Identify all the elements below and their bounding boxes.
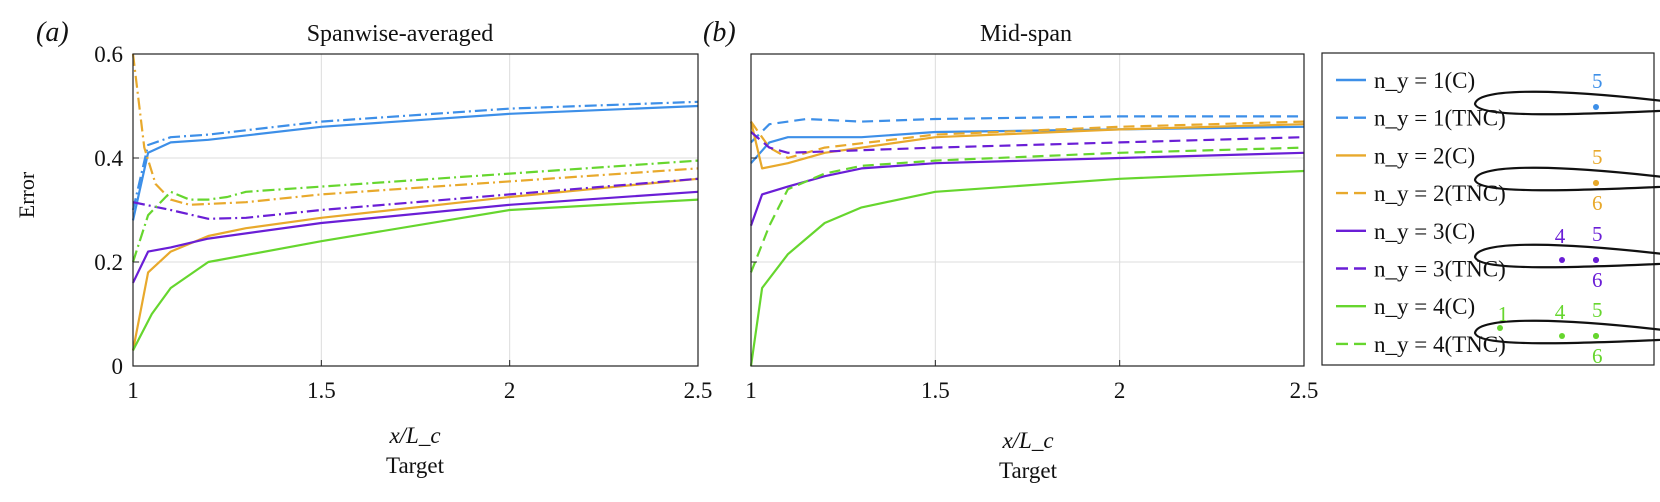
panel-a-series-1 [131, 104, 699, 221]
panel-b-frame [750, 53, 1305, 367]
panel-a-series-7 [132, 198, 699, 351]
sensor-marker [1559, 333, 1565, 339]
panel-a-xtick-label: 1.5 [307, 378, 336, 403]
panel-b-series-5 [749, 151, 1305, 226]
legend-box [1321, 52, 1655, 366]
panel-a-series-3 [131, 177, 699, 351]
panel-a-series-6 [132, 177, 699, 220]
sensor-marker [1593, 180, 1599, 186]
panel-a-ytick-label: 0.4 [94, 146, 123, 171]
sensor-label: 6 [1592, 344, 1603, 368]
panel-a-ytick-label: 0 [112, 354, 124, 379]
panel-b-title: Mid-span [980, 21, 1072, 47]
panel-b-series [749, 115, 1305, 367]
panel-a: (a) Spanwise-averaged Error 1 1.5 2 2.5 0 0.… [14, 17, 712, 478]
sensor-label: 5 [1592, 222, 1603, 246]
airfoil-icon [1473, 90, 1660, 116]
sensor-marker [1497, 325, 1503, 331]
panel-a-series-8 [131, 159, 699, 263]
panel-b-xticks: 1 1.5 2 2.5 [745, 360, 1318, 403]
panel-a-xtick-label: 2 [504, 378, 516, 403]
panel-b-series-7 [749, 169, 1305, 367]
panel-b: (b) Mid-span 1 1.5 2 2.5 x/L_c Target [703, 17, 1318, 483]
panel-a-xlabel: x/L_c [388, 423, 440, 448]
panel-a-xtick-label: 1 [127, 378, 139, 403]
legend: n_y = 1(C)n_y = 1(TNC)n_y = 2(C)n_y = 2(… [1321, 52, 1660, 368]
panel-a-ylabel: Error [14, 171, 39, 218]
panel-b-xlabel: x/L_c [1001, 428, 1053, 453]
panel-a-series-2 [131, 100, 699, 211]
panel-b-xtick-label: 2 [1114, 378, 1126, 403]
panel-a-series-5 [132, 190, 699, 284]
panel-a-frame [132, 53, 699, 367]
panel-a-letter: (a) [36, 17, 69, 48]
panel-a-series [131, 53, 699, 351]
panel-b-xsublabel: Target [999, 458, 1058, 483]
sensor-label: 1 [1498, 302, 1509, 326]
panel-b-series-3 [749, 121, 1305, 170]
sensor-label: 5 [1592, 145, 1603, 169]
sensor-marker [1593, 257, 1599, 263]
legend-label-1: n_y = 1(C) [1374, 68, 1475, 93]
legend-label-6: n_y = 3(TNC) [1374, 257, 1506, 282]
sensor-label: 4 [1555, 224, 1566, 248]
panel-b-series-6 [750, 131, 1305, 154]
panel-b-series-8 [749, 146, 1305, 273]
panel-a-yticks: 0 0.2 0.4 0.6 [94, 42, 139, 379]
legend-entries: n_y = 1(C)n_y = 1(TNC)n_y = 2(C)n_y = 2(… [1336, 68, 1506, 357]
sensor-marker [1559, 257, 1565, 263]
panel-b-xtick-label: 1 [745, 378, 757, 403]
panel-b-xtick-label: 2.5 [1290, 378, 1319, 403]
sensor-marker [1593, 333, 1599, 339]
legend-airfoil-glyphs: 5 5 6 4 5 6 1 4 5 6 [1473, 69, 1660, 368]
airfoil-icon [1473, 243, 1660, 269]
legend-label-8: n_y = 4(TNC) [1374, 332, 1506, 357]
panel-b-series-4 [750, 120, 1305, 160]
panel-a-ytick-label: 0.2 [94, 250, 123, 275]
panel-a-series-4 [131, 53, 699, 206]
panel-b-xtick-label: 1.5 [921, 378, 950, 403]
panel-a-ytick-label: 0.6 [94, 42, 123, 67]
legend-label-3: n_y = 2(C) [1374, 143, 1475, 168]
airfoil-icon [1473, 319, 1660, 345]
panel-a-xtick-label: 2.5 [684, 378, 713, 403]
panel-b-grid [751, 54, 1304, 366]
sensor-marker [1593, 104, 1599, 110]
panel-b-letter: (b) [703, 17, 736, 48]
panel-a-xsublabel: Target [386, 453, 445, 478]
panel-a-grid [133, 54, 698, 366]
panel-a-title: Spanwise-averaged [307, 21, 494, 47]
legend-label-5: n_y = 3(C) [1374, 219, 1475, 244]
sensor-label: 5 [1592, 69, 1603, 93]
airfoil-icon [1473, 166, 1660, 192]
legend-label-4: n_y = 2(TNC) [1374, 181, 1506, 206]
sensor-label: 6 [1592, 191, 1603, 215]
panel-b-series-2 [750, 115, 1304, 144]
sensor-label: 5 [1592, 298, 1603, 322]
sensor-label: 4 [1555, 300, 1566, 324]
panel-a-xticks: 1 1.5 2 2.5 [127, 360, 712, 403]
sensor-label: 6 [1592, 268, 1603, 292]
legend-label-7: n_y = 4(C) [1374, 294, 1475, 319]
panel-b-yticks [751, 53, 757, 367]
